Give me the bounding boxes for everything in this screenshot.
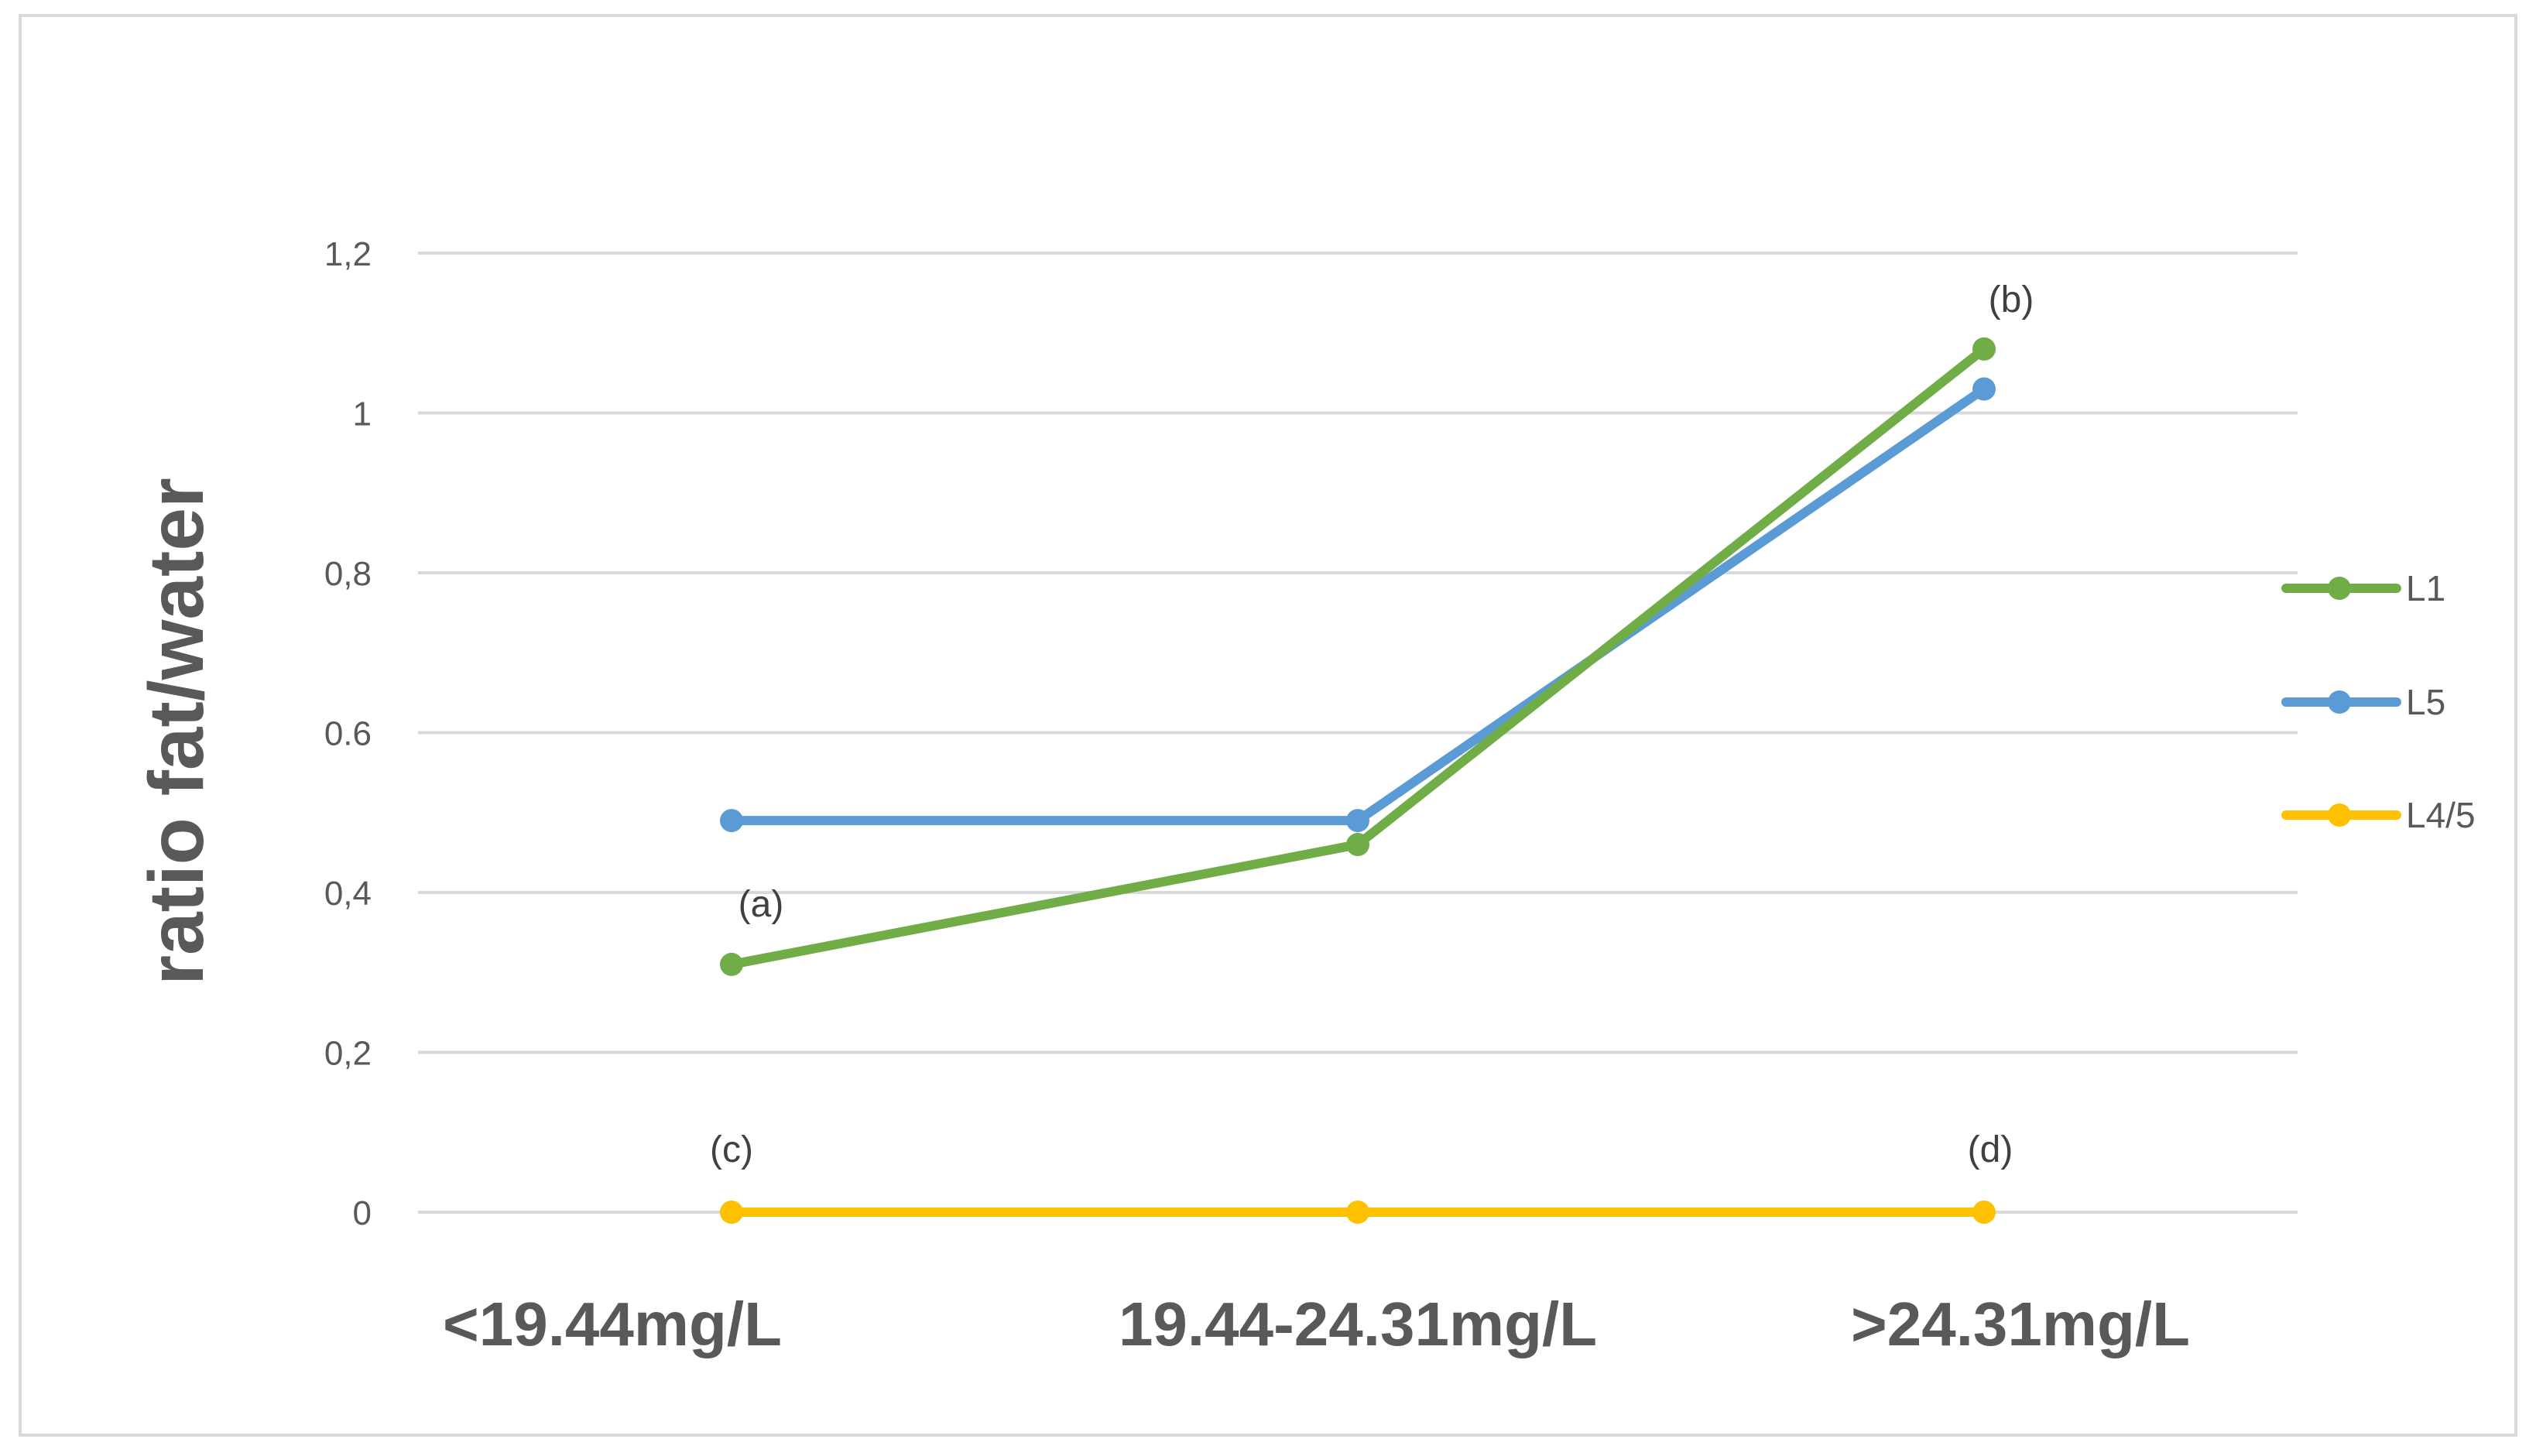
x-axis-categories: <19.44mg/L 19.44-24.31mg/L >24.31mg/L: [443, 1290, 2190, 1358]
y-tick-label: 0: [353, 1194, 372, 1232]
y-tick-label: 1,2: [324, 235, 372, 273]
data-point: [1346, 809, 1369, 833]
legend-label: L5: [2406, 682, 2445, 722]
data-point: [1972, 377, 1996, 401]
y-tick-label: 0,8: [324, 555, 372, 593]
series-line-l1: [727, 344, 1989, 969]
y-axis-title: ratio fat/water: [133, 478, 220, 985]
x-category-label: >24.31mg/L: [1851, 1290, 2190, 1358]
series-line-l5: [727, 384, 1989, 826]
data-point: [1346, 1201, 1369, 1224]
x-category-label: <19.44mg/L: [443, 1290, 782, 1358]
annotations: (a) (b) (c) (d): [710, 279, 2034, 1170]
annotation-label: (c): [710, 1129, 753, 1170]
data-point: [1972, 1201, 1996, 1224]
data-point: [720, 1201, 743, 1224]
chart-frame: [19, 14, 2517, 1437]
legend-marker: [2328, 690, 2351, 714]
legend-marker: [2328, 803, 2351, 827]
data-point: [720, 809, 743, 833]
data-point: [1346, 833, 1369, 857]
y-tick-label: 0,2: [324, 1035, 372, 1073]
series-lines: [720, 337, 1996, 1224]
y-tick-label: 0,4: [324, 875, 372, 913]
gridlines: [418, 252, 2298, 1214]
data-point: [1972, 337, 1996, 361]
annotation-label: (a): [739, 884, 784, 925]
x-category-label: 19.44-24.31mg/L: [1119, 1290, 1597, 1358]
y-axis-ticks: 0 0,2 0,4 0.6 0,8 1 1,2: [324, 235, 372, 1232]
data-point: [720, 952, 743, 976]
y-tick-label: 0.6: [324, 715, 372, 753]
legend-label: L4/5: [2406, 795, 2476, 835]
legend: L1 L5 L4/5: [2281, 568, 2476, 835]
legend-label: L1: [2406, 568, 2445, 608]
annotation-label: (d): [1968, 1129, 2013, 1170]
y-tick-label: 1: [353, 396, 372, 433]
legend-marker: [2328, 577, 2351, 600]
annotation-label: (b): [1989, 279, 2034, 320]
